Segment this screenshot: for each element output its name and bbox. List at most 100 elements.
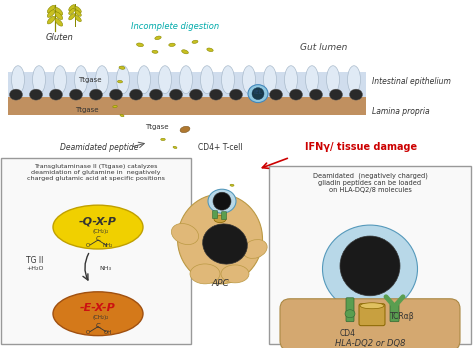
Text: Ttgase: Ttgase — [78, 77, 101, 83]
Ellipse shape — [210, 89, 222, 100]
Ellipse shape — [230, 184, 234, 186]
Ellipse shape — [249, 89, 263, 100]
Ellipse shape — [33, 66, 46, 94]
Ellipse shape — [327, 66, 339, 94]
Circle shape — [213, 192, 231, 210]
FancyBboxPatch shape — [390, 304, 399, 322]
Ellipse shape — [190, 89, 202, 100]
Ellipse shape — [158, 66, 172, 94]
FancyBboxPatch shape — [359, 304, 385, 326]
Ellipse shape — [75, 15, 81, 22]
FancyBboxPatch shape — [269, 166, 471, 344]
Ellipse shape — [180, 66, 192, 94]
Ellipse shape — [117, 66, 129, 94]
Ellipse shape — [169, 43, 175, 46]
Ellipse shape — [180, 126, 190, 133]
Ellipse shape — [243, 66, 255, 94]
Ellipse shape — [155, 36, 161, 40]
Text: NH₃: NH₃ — [99, 266, 111, 272]
Ellipse shape — [214, 216, 226, 223]
FancyBboxPatch shape — [1, 158, 191, 344]
Ellipse shape — [29, 89, 43, 100]
Text: O: O — [86, 330, 90, 335]
Text: (CH₂)₂: (CH₂)₂ — [93, 229, 109, 233]
Text: Lamina propria: Lamina propria — [372, 107, 429, 116]
Ellipse shape — [69, 14, 75, 20]
Ellipse shape — [306, 66, 319, 94]
FancyBboxPatch shape — [221, 211, 227, 220]
Ellipse shape — [290, 89, 302, 100]
Ellipse shape — [172, 224, 199, 245]
FancyBboxPatch shape — [280, 299, 460, 349]
Circle shape — [340, 236, 400, 296]
Ellipse shape — [248, 85, 268, 103]
Ellipse shape — [11, 66, 25, 94]
Ellipse shape — [129, 89, 143, 100]
Ellipse shape — [120, 114, 124, 117]
FancyBboxPatch shape — [212, 211, 218, 218]
Ellipse shape — [55, 12, 63, 20]
Ellipse shape — [55, 18, 63, 26]
Ellipse shape — [329, 89, 343, 100]
Text: APC: APC — [211, 279, 229, 288]
Text: Intestinal epithelium: Intestinal epithelium — [372, 77, 451, 86]
Ellipse shape — [170, 89, 182, 100]
Ellipse shape — [55, 8, 63, 15]
Text: TG II: TG II — [27, 257, 44, 266]
Text: Gut lumen: Gut lumen — [300, 43, 347, 52]
Ellipse shape — [74, 66, 88, 94]
Ellipse shape — [70, 89, 82, 100]
Ellipse shape — [201, 66, 213, 94]
Ellipse shape — [90, 89, 102, 100]
Ellipse shape — [9, 89, 22, 100]
Text: C: C — [96, 236, 100, 242]
Ellipse shape — [190, 264, 220, 284]
Text: -E-X-P: -E-X-P — [80, 303, 116, 313]
Ellipse shape — [310, 89, 322, 100]
Ellipse shape — [49, 89, 63, 100]
Ellipse shape — [137, 43, 144, 47]
Ellipse shape — [69, 8, 75, 14]
Text: Ttgase: Ttgase — [145, 125, 168, 131]
Text: Deamidated peptide: Deamidated peptide — [60, 143, 138, 152]
Text: Transglutaminase II (Ttgase) catalyzes
deamidation of glutamine in  negatively
c: Transglutaminase II (Ttgase) catalyzes d… — [27, 164, 165, 181]
Ellipse shape — [118, 80, 122, 83]
Ellipse shape — [270, 89, 283, 100]
Ellipse shape — [109, 89, 122, 100]
Text: OH: OH — [104, 330, 112, 335]
Text: +H₂O: +H₂O — [26, 266, 44, 272]
Ellipse shape — [207, 48, 213, 52]
Ellipse shape — [284, 66, 298, 94]
Ellipse shape — [113, 105, 117, 108]
Bar — [8, 72, 366, 106]
Ellipse shape — [54, 66, 66, 94]
Text: -Q-X-P: -Q-X-P — [79, 216, 117, 226]
Ellipse shape — [152, 50, 158, 53]
Ellipse shape — [47, 5, 55, 13]
Ellipse shape — [69, 5, 75, 11]
Ellipse shape — [345, 310, 355, 318]
Ellipse shape — [53, 205, 143, 249]
Ellipse shape — [208, 189, 236, 213]
Circle shape — [252, 88, 264, 99]
Text: Incomplete digestion: Incomplete digestion — [131, 22, 219, 31]
Text: CD4: CD4 — [340, 329, 356, 338]
Ellipse shape — [264, 66, 276, 94]
Text: Gluten: Gluten — [46, 33, 74, 42]
Text: TCRαβ: TCRαβ — [390, 312, 414, 321]
Text: CD4+ T-cell: CD4+ T-cell — [198, 143, 242, 152]
Text: IFNγ/ tissue damage: IFNγ/ tissue damage — [305, 142, 417, 153]
Ellipse shape — [192, 40, 198, 43]
Text: IEL: IEL — [254, 90, 263, 95]
Ellipse shape — [75, 6, 81, 13]
Ellipse shape — [203, 224, 247, 264]
Text: C: C — [96, 323, 100, 329]
Ellipse shape — [137, 66, 151, 94]
FancyBboxPatch shape — [346, 298, 354, 322]
Text: Deamidated  (negatively charged)
gliadin peptides can be loaded
on HLA-DQ2/8 mol: Deamidated (negatively charged) gliadin … — [312, 172, 428, 193]
Text: (CH₂)₂: (CH₂)₂ — [93, 315, 109, 320]
Ellipse shape — [177, 194, 263, 284]
Ellipse shape — [349, 89, 363, 100]
Text: O: O — [86, 244, 90, 248]
Text: HLA-DQ2 or DQ8: HLA-DQ2 or DQ8 — [335, 339, 405, 348]
